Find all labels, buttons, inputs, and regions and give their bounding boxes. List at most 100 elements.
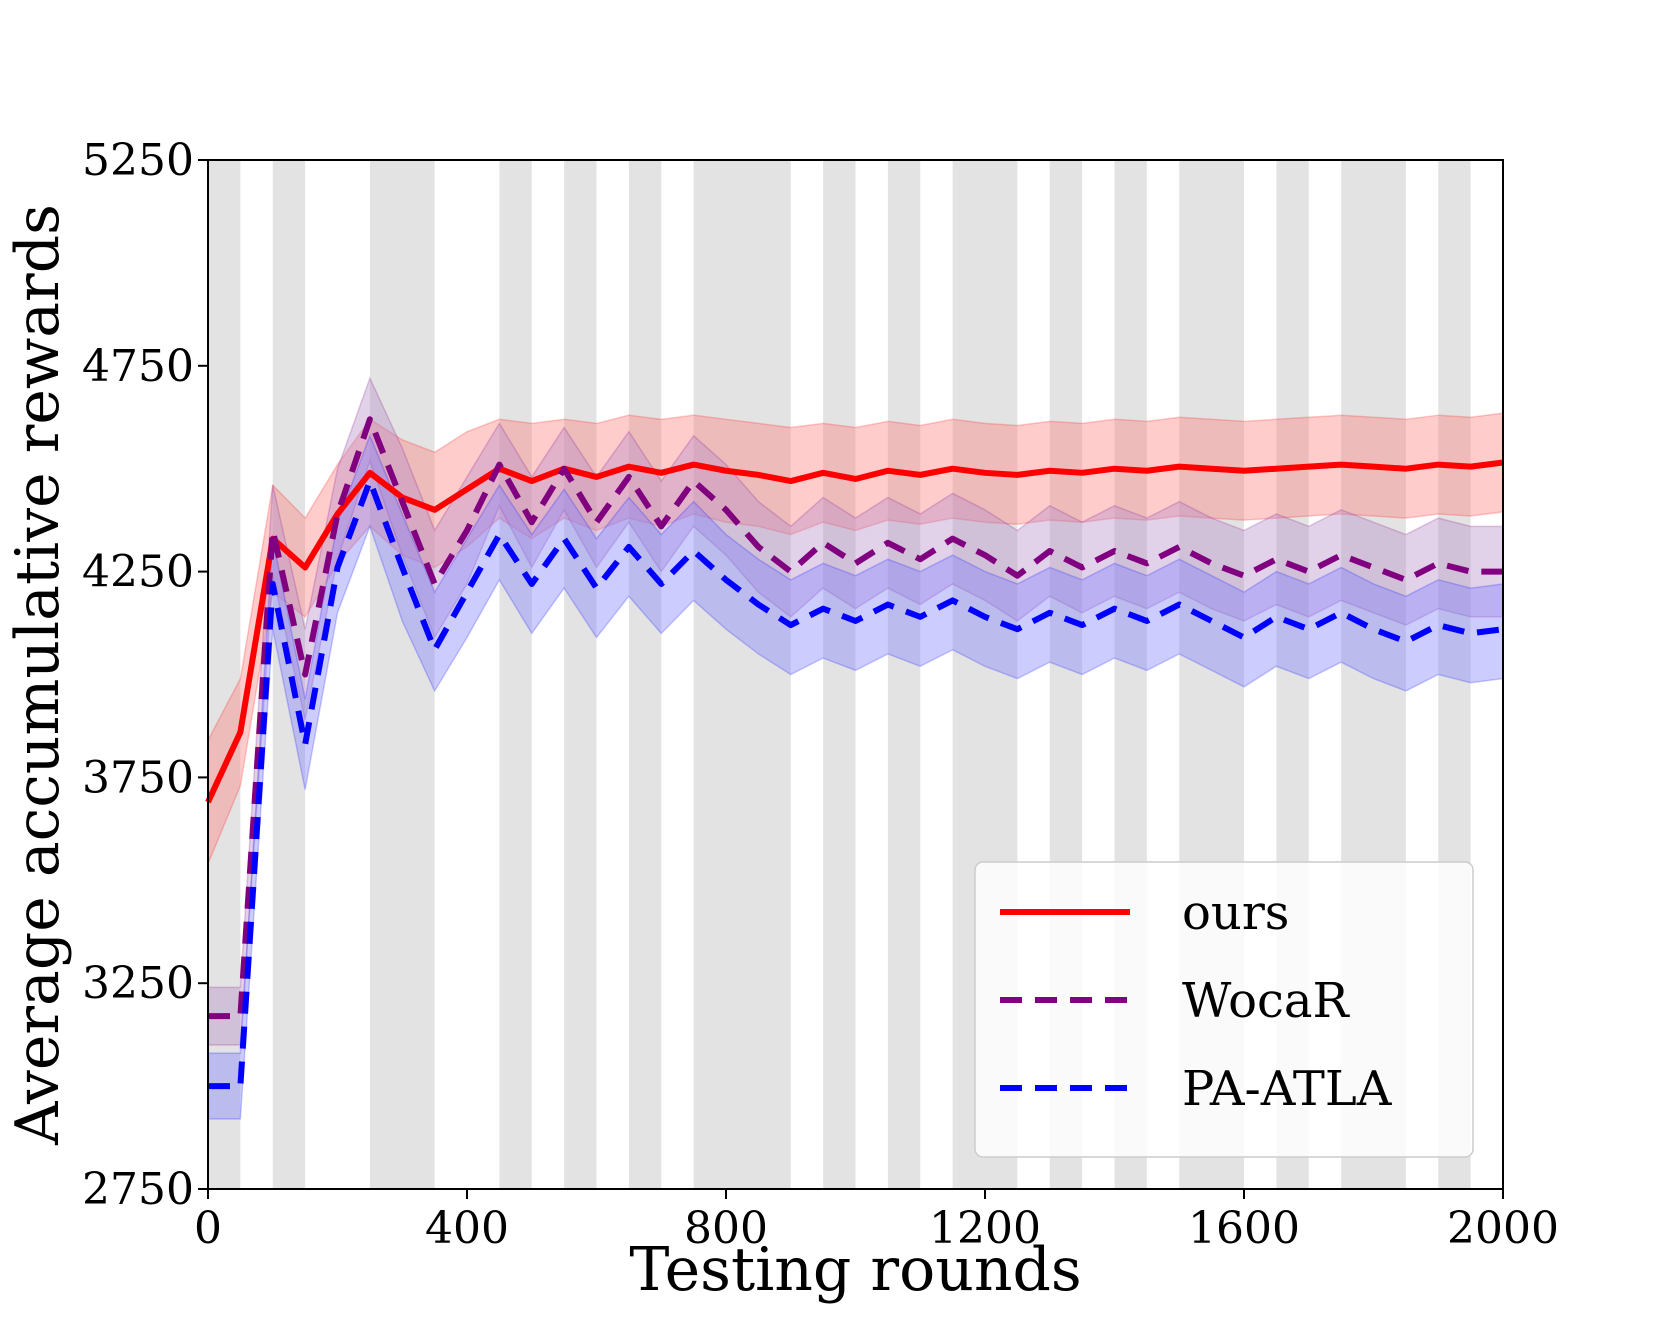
x-tick-label: 800: [684, 1203, 768, 1254]
data-point: [627, 475, 630, 478]
data-point: [1469, 570, 1472, 573]
series-line: [205, 459, 1504, 804]
data-point: [1404, 640, 1407, 643]
data-point: [401, 500, 404, 503]
data-point: [1081, 624, 1084, 627]
data-point: [1243, 574, 1246, 577]
data-point: [401, 566, 404, 569]
data-point: [1145, 619, 1148, 622]
series-line: [208, 416, 1503, 1020]
data-point: [304, 743, 307, 746]
data-point: [1340, 611, 1343, 614]
data-point: [1016, 574, 1019, 577]
data-point: [1372, 566, 1375, 569]
data-point: [1081, 566, 1084, 569]
data-point: [757, 603, 760, 606]
data-point: [627, 545, 630, 548]
data-point: [1275, 467, 1278, 470]
y-tick-label: 3250: [82, 958, 194, 1009]
data-point: [1275, 615, 1278, 618]
data-point: [1307, 570, 1310, 573]
y-axis-ticks: 2750 3250 3750 4250 4750 5250: [82, 135, 208, 1215]
data-point: [271, 529, 274, 532]
data-point: [595, 521, 598, 524]
x-tick-label: 2000: [1447, 1203, 1559, 1254]
legend-items: ours WocaR PA-ATLA: [1000, 885, 1393, 1117]
legend: ours WocaR PA-ATLA: [974, 861, 1474, 1158]
data-point: [757, 545, 760, 548]
data-point: [886, 603, 889, 606]
data-point: [466, 488, 469, 491]
data-point: [1243, 469, 1246, 472]
data-point: [725, 578, 728, 581]
data-point: [660, 471, 663, 474]
data-point: [498, 463, 501, 466]
data-point: [1372, 465, 1375, 468]
data-point: [336, 566, 339, 569]
data-point: [692, 550, 695, 553]
data-point: [854, 619, 857, 622]
data-point: [1437, 463, 1440, 466]
y-tick-label: 3750: [82, 752, 194, 803]
x-axis-ticks: 0 400 800 1200 1600 2000: [194, 1189, 1559, 1254]
data-point: [1340, 463, 1343, 466]
y-tick-label: 4750: [82, 341, 194, 392]
data-point: [627, 465, 630, 468]
data-point: [304, 566, 307, 569]
data-point: [1178, 465, 1181, 468]
shaded-interval: [628, 160, 662, 1189]
data-point: [1048, 611, 1051, 614]
data-point: [1404, 578, 1407, 581]
data-point: [1437, 624, 1440, 627]
data-point: [854, 562, 857, 565]
data-point: [1404, 467, 1407, 470]
data-point: [433, 582, 436, 585]
shaded-interval: [693, 160, 791, 1189]
series-line: [208, 478, 1504, 1090]
data-point: [951, 599, 954, 602]
data-point: [1113, 607, 1116, 610]
data-point: [919, 615, 922, 618]
data-point: [1307, 628, 1310, 631]
data-point: [563, 537, 566, 540]
data-point: [368, 480, 371, 483]
data-point: [692, 480, 695, 483]
shaded-interval: [499, 160, 532, 1189]
data-point: [789, 480, 792, 483]
data-point: [660, 525, 663, 528]
x-tick-label: 1200: [929, 1203, 1041, 1254]
data-point: [757, 473, 760, 476]
data-point: [1016, 473, 1019, 476]
data-point: [692, 463, 695, 466]
shaded-interval: [823, 160, 856, 1189]
data-point: [304, 673, 307, 676]
data-point: [725, 469, 728, 472]
data-point: [725, 508, 728, 511]
data-point: [1210, 562, 1213, 565]
data-point: [368, 471, 371, 474]
data-point: [1243, 636, 1246, 639]
data-point: [563, 467, 566, 470]
data-point: [822, 471, 825, 474]
data-point: [984, 615, 987, 618]
data-point: [1307, 465, 1310, 468]
legend-box: [974, 861, 1474, 1158]
legend-label: ours: [1182, 885, 1289, 941]
legend-label: PA-ATLA: [1182, 1061, 1393, 1117]
data-point: [530, 521, 533, 524]
data-point: [919, 473, 922, 476]
data-point: [1469, 632, 1472, 635]
shaded-interval: [272, 160, 306, 1189]
data-point: [1210, 467, 1213, 470]
data-point: [595, 475, 598, 478]
data-point: [1048, 469, 1051, 472]
data-point: [1210, 619, 1213, 622]
data-point: [530, 480, 533, 483]
data-point: [919, 558, 922, 561]
data-point: [951, 537, 954, 540]
data-point: [1469, 465, 1472, 468]
data-point: [1113, 467, 1116, 470]
series-lines: [205, 416, 1504, 1090]
